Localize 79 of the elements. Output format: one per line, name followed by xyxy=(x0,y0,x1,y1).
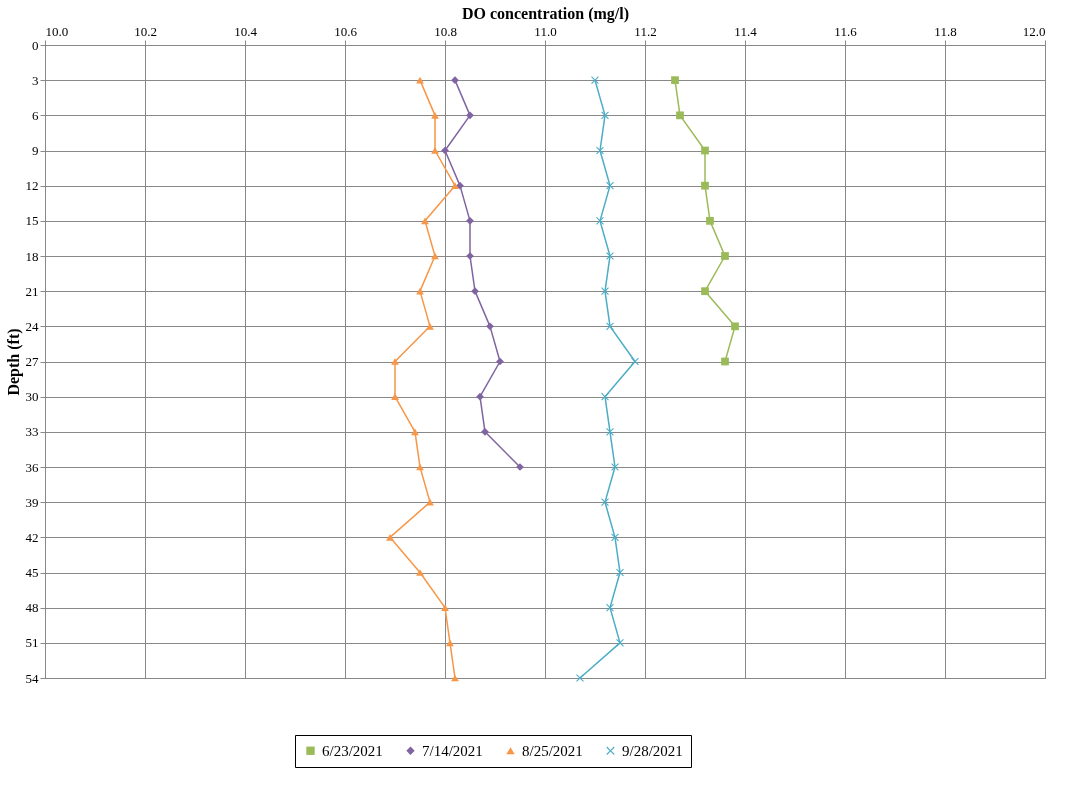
point xyxy=(606,181,614,190)
point xyxy=(421,217,429,225)
point xyxy=(701,181,709,190)
point xyxy=(391,393,399,401)
legend-label: 9/28/2021 xyxy=(622,742,683,759)
point xyxy=(701,146,709,155)
point xyxy=(701,287,709,296)
x-tick-label: 10.0 xyxy=(45,23,69,39)
y-axis-title: Depth (ft) xyxy=(4,328,23,396)
point xyxy=(731,322,739,331)
x-tick-label: 10.2 xyxy=(134,23,157,39)
x-tick-label: 12.0 xyxy=(1022,23,1046,39)
point xyxy=(411,428,419,436)
point xyxy=(721,357,729,366)
y-tick-label: 51 xyxy=(25,635,39,651)
point xyxy=(616,568,624,577)
point xyxy=(416,569,424,576)
y-tick-label: 21 xyxy=(25,283,39,299)
point xyxy=(431,147,439,154)
y-tick-label: 24 xyxy=(25,318,39,334)
point xyxy=(606,322,614,331)
y-tick-label: 45 xyxy=(25,565,39,580)
point xyxy=(416,76,424,84)
point xyxy=(671,76,679,85)
y-tick-label: 36 xyxy=(25,459,39,475)
point xyxy=(676,111,684,120)
legend-label: 7/14/2021 xyxy=(422,742,483,759)
point xyxy=(706,216,714,225)
point xyxy=(456,181,464,190)
point xyxy=(606,603,614,612)
x-tick-label: 11.4 xyxy=(734,23,758,39)
point xyxy=(431,111,439,119)
point xyxy=(471,287,479,296)
y-tick-label: 39 xyxy=(25,494,39,510)
y-tick-label: 18 xyxy=(25,248,39,264)
point xyxy=(466,111,474,120)
point xyxy=(446,639,454,647)
legend-label: 8/25/2021 xyxy=(522,742,583,759)
x-tick-label: 10.4 xyxy=(234,23,258,39)
x-axis-title: DO concentration (mg/l) xyxy=(461,4,630,23)
y-tick-label: 54 xyxy=(25,670,39,686)
point xyxy=(476,392,484,401)
point xyxy=(601,392,609,401)
point xyxy=(451,76,459,85)
y-tick-label: 3 xyxy=(32,72,39,88)
point xyxy=(611,533,619,542)
y-tick-label: 9 xyxy=(32,143,39,158)
x-tick-label: 11.6 xyxy=(834,23,858,39)
y-tick-label: 15 xyxy=(25,213,39,229)
y-tick-label: 0 xyxy=(32,37,39,53)
point xyxy=(451,182,459,190)
x-tick-label: 10.6 xyxy=(334,23,358,39)
y-tick-label: 30 xyxy=(25,389,39,405)
x-tick-label: 11.0 xyxy=(534,23,557,39)
point xyxy=(496,357,504,366)
y-tick-label: 42 xyxy=(25,529,39,545)
point xyxy=(386,533,394,541)
point xyxy=(721,252,729,260)
point xyxy=(486,322,494,331)
legend-label: 6/23/2021 xyxy=(322,742,383,759)
x-tick-label: 10.8 xyxy=(434,23,457,39)
point xyxy=(631,357,639,366)
y-tick-label: 33 xyxy=(25,424,39,440)
point xyxy=(466,216,474,225)
y-tick-label: 27 xyxy=(25,354,39,369)
y-tick-label: 12 xyxy=(25,178,39,194)
point xyxy=(596,146,604,155)
y-tick-label: 6 xyxy=(32,107,39,123)
point xyxy=(426,322,434,330)
x-tick-label: 11.8 xyxy=(934,23,957,39)
point xyxy=(391,358,399,365)
x-tick-label: 11.2 xyxy=(634,23,657,39)
point xyxy=(441,604,449,612)
point xyxy=(441,146,449,155)
point xyxy=(601,111,609,120)
y-tick-label: 48 xyxy=(25,600,39,616)
point xyxy=(426,498,434,506)
point xyxy=(481,427,489,436)
point xyxy=(416,287,424,295)
